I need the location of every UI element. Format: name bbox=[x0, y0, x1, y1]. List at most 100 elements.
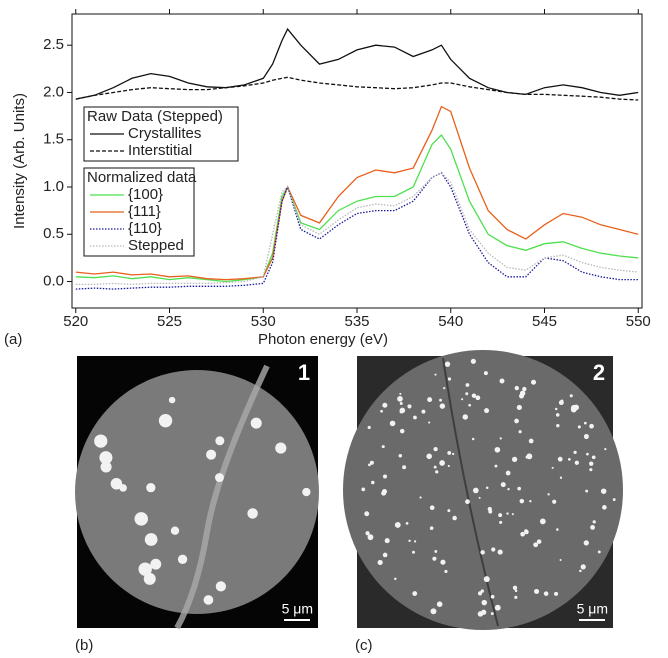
particle bbox=[177, 554, 188, 564]
particle bbox=[511, 513, 514, 516]
particle bbox=[405, 522, 409, 525]
particle bbox=[426, 453, 432, 460]
particle bbox=[408, 539, 411, 543]
particle bbox=[517, 486, 522, 491]
particle bbox=[559, 476, 563, 479]
particle bbox=[514, 418, 519, 424]
particle bbox=[480, 550, 485, 555]
particle bbox=[529, 500, 532, 503]
particle bbox=[369, 460, 374, 465]
particle bbox=[214, 473, 224, 483]
particle bbox=[590, 524, 595, 530]
particle bbox=[364, 511, 370, 517]
particle bbox=[583, 421, 587, 425]
field-of-view bbox=[75, 370, 319, 614]
particle bbox=[577, 425, 581, 429]
particle bbox=[436, 601, 443, 607]
x-tick-label: 535 bbox=[344, 313, 369, 330]
x-tick-label: 540 bbox=[438, 313, 463, 330]
particle bbox=[428, 421, 431, 424]
particle bbox=[494, 446, 501, 453]
particle bbox=[585, 489, 589, 493]
particle bbox=[302, 487, 311, 497]
particle bbox=[144, 533, 158, 546]
particle bbox=[533, 542, 539, 548]
series-line bbox=[75, 76, 639, 101]
particle bbox=[413, 415, 417, 420]
particle bbox=[382, 474, 388, 479]
particle bbox=[399, 407, 406, 414]
particle bbox=[519, 498, 525, 504]
legend-label: {110} bbox=[128, 220, 162, 237]
particle bbox=[478, 496, 481, 499]
particle bbox=[505, 470, 511, 476]
particle bbox=[490, 612, 494, 616]
particle bbox=[434, 373, 437, 376]
particle bbox=[518, 430, 522, 434]
particle bbox=[483, 371, 488, 376]
micrograph bbox=[343, 350, 623, 630]
particle bbox=[439, 460, 445, 466]
particle bbox=[433, 446, 438, 452]
particle bbox=[514, 595, 518, 599]
particle bbox=[583, 434, 589, 440]
particle bbox=[580, 564, 586, 570]
particle bbox=[579, 569, 582, 573]
particle bbox=[170, 526, 180, 535]
panel-label: (a) bbox=[4, 331, 22, 348]
legend-title: Raw Data (Stepped) bbox=[87, 108, 223, 125]
micrograph bbox=[75, 356, 319, 630]
particle bbox=[381, 445, 385, 449]
particle bbox=[498, 513, 503, 518]
scale-label: 5 μm bbox=[282, 601, 313, 617]
particle bbox=[500, 482, 506, 488]
x-tick-label: 545 bbox=[532, 313, 557, 330]
particle bbox=[600, 488, 607, 494]
particle bbox=[475, 395, 481, 401]
field-of-view bbox=[343, 350, 623, 630]
particle bbox=[536, 539, 542, 544]
particle bbox=[555, 413, 560, 417]
particle bbox=[522, 386, 527, 392]
particle bbox=[468, 403, 472, 407]
particle bbox=[381, 490, 387, 496]
particle bbox=[465, 383, 470, 387]
particle bbox=[94, 434, 108, 448]
particle bbox=[399, 392, 402, 395]
particle bbox=[470, 358, 476, 364]
particle bbox=[491, 547, 496, 552]
particle bbox=[421, 409, 426, 414]
particle bbox=[394, 577, 397, 581]
particle bbox=[447, 509, 451, 513]
particle bbox=[398, 453, 403, 458]
particle bbox=[513, 457, 517, 461]
particle bbox=[150, 558, 162, 570]
particle bbox=[413, 540, 417, 543]
particle bbox=[380, 409, 383, 413]
y-tick-label: 2.5 bbox=[43, 36, 64, 53]
particle bbox=[525, 455, 529, 459]
particle bbox=[452, 452, 455, 456]
particle bbox=[471, 393, 477, 398]
particle bbox=[447, 451, 452, 455]
particle bbox=[367, 534, 374, 541]
particle bbox=[487, 506, 492, 512]
particle bbox=[382, 552, 388, 558]
particle bbox=[499, 378, 505, 384]
particle bbox=[512, 585, 518, 590]
image-number: 2 bbox=[593, 360, 605, 385]
particle bbox=[444, 361, 451, 367]
particle bbox=[520, 531, 525, 537]
particle bbox=[568, 457, 571, 461]
particle bbox=[490, 594, 495, 599]
particle bbox=[440, 559, 446, 565]
particle bbox=[143, 572, 156, 585]
particle bbox=[554, 591, 559, 596]
particle bbox=[483, 576, 490, 583]
particle bbox=[484, 408, 490, 414]
particle bbox=[507, 487, 510, 491]
particle bbox=[499, 437, 502, 440]
particle bbox=[539, 518, 546, 525]
particle bbox=[602, 505, 607, 510]
